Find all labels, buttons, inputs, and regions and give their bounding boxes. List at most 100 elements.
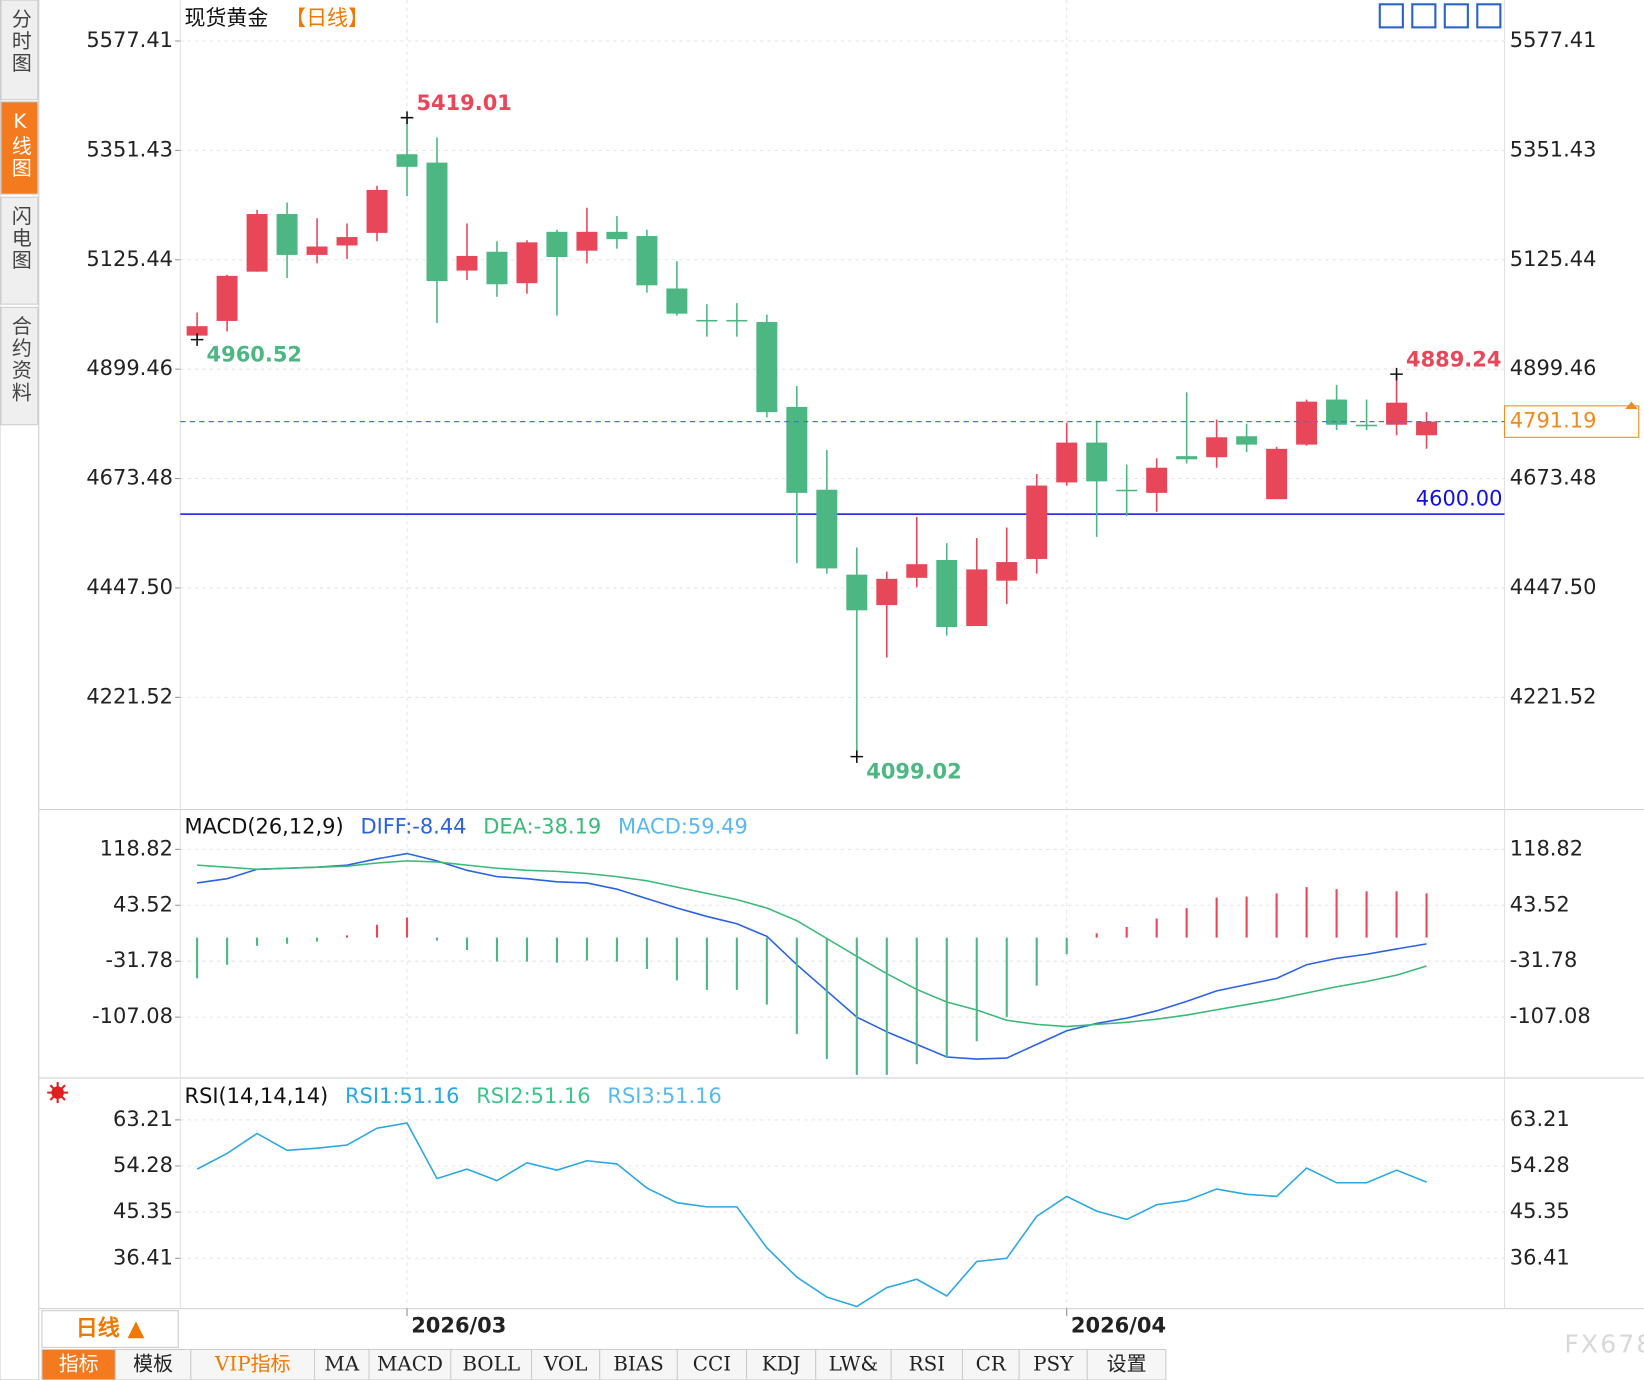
x-tick-label: 2026/03 (411, 1313, 506, 1337)
series-line (197, 852, 1427, 1060)
extreme-label: 4099.02 (866, 759, 961, 783)
icon[interactable] (1378, 3, 1404, 29)
sidebar-tab[interactable] (0, 306, 39, 426)
indicator-tab-label[interactable]: VIP指标 (214, 1353, 291, 1376)
y-tick-label-right: 4221.52 (1510, 684, 1597, 708)
period-box[interactable] (41, 1310, 179, 1348)
indicator-tab[interactable] (890, 1348, 964, 1380)
legend-entry: RSI3:51.16 (607, 1084, 721, 1108)
y-tick-label: 43.52 (113, 892, 173, 916)
y-tick-label: 36.41 (113, 1245, 173, 1269)
y-tick-label-right: 63.21 (1510, 1107, 1570, 1131)
indicator-tab[interactable] (676, 1348, 748, 1380)
candle-body (666, 288, 688, 314)
indicator-tab-label[interactable]: 指标 (59, 1353, 99, 1376)
candle-body (486, 251, 508, 285)
indicator-tab-label[interactable]: BOLL (462, 1353, 520, 1376)
series-line (196, 1122, 1427, 1308)
toolbar-icons (1378, 3, 1502, 29)
candle-body (816, 489, 838, 569)
indicator-tab[interactable] (1086, 1348, 1167, 1380)
y-tick-label: 4221.52 (86, 684, 173, 708)
panel-title: MACD(26,12,9) (185, 814, 344, 838)
indicator-tab[interactable] (190, 1348, 316, 1380)
indicator-tab-label[interactable]: LW& (829, 1353, 879, 1376)
indicator-tab-label[interactable]: CCI (693, 1353, 731, 1376)
indicator-tab-label[interactable]: 设置 (1107, 1353, 1147, 1376)
candle-body (1116, 489, 1138, 492)
candle-body (1416, 421, 1438, 436)
last-price-box (1504, 405, 1640, 438)
indicator-tab-label[interactable]: CR (976, 1353, 1007, 1376)
indicator-tab[interactable] (531, 1348, 601, 1380)
candle-body (606, 231, 628, 240)
candle-body (1266, 448, 1288, 500)
indicator-tab[interactable] (1018, 1348, 1088, 1380)
y-tick-label-right: 118.82 (1510, 836, 1583, 860)
y-tick-label-right: 5125.44 (1510, 247, 1597, 271)
candle-body (1326, 399, 1348, 425)
y-tick-label: 4447.50 (86, 575, 173, 599)
candle-body (456, 255, 478, 271)
sidebar-tab-label[interactable]: 分时图 (8, 8, 31, 75)
candle-body (186, 326, 208, 336)
indicator-tab[interactable] (961, 1348, 1020, 1380)
candle-body (906, 564, 928, 578)
extreme-marker (400, 111, 414, 124)
extreme-marker (1390, 367, 1403, 381)
series-line (197, 860, 1427, 1028)
extreme-label: 5419.01 (416, 91, 511, 115)
indicator-tab-label[interactable]: PSY (1033, 1353, 1074, 1376)
indicator-tab-label[interactable]: MACD (377, 1353, 443, 1376)
rsi-icon (47, 1082, 69, 1104)
candle-body (786, 406, 808, 493)
indicator-tab[interactable] (745, 1348, 817, 1380)
candle-body (396, 154, 418, 167)
period-label[interactable]: 日线 ▲ (76, 1316, 145, 1342)
candle-body (246, 214, 268, 272)
indicator-tab[interactable] (368, 1348, 452, 1380)
y-tick-label: 118.82 (100, 836, 173, 860)
candle-body (546, 231, 568, 257)
extreme-marker (850, 750, 864, 763)
sidebar-tab[interactable] (0, 0, 39, 101)
icon[interactable] (1476, 3, 1502, 29)
candle-body (1056, 442, 1078, 483)
candle-body (1386, 402, 1408, 425)
indicator-tab-label[interactable]: 模板 (133, 1353, 173, 1376)
y-tick-label: 4899.46 (86, 356, 173, 380)
extreme-label: 4889.24 (1406, 347, 1501, 371)
last-price-label: 4791.19 (1510, 409, 1597, 433)
y-tick-label-right: 4447.50 (1510, 575, 1597, 599)
indicator-tab-label[interactable]: KDJ (762, 1353, 801, 1376)
indicator-tab-label[interactable]: RSI (909, 1353, 945, 1376)
y-tick-label: 54.28 (113, 1153, 173, 1177)
y-tick-label: 5125.44 (86, 247, 173, 271)
icon[interactable] (1443, 3, 1469, 29)
y-tick-label-right: 43.52 (1510, 892, 1570, 916)
candle-body (966, 569, 988, 627)
legend-entry: RSI2:51.16 (476, 1084, 590, 1108)
sidebar-tab-label[interactable]: 闪电图 (8, 205, 31, 272)
y-tick-label-right: 5577.41 (1510, 28, 1597, 52)
legend-entry: RSI1:51.16 (345, 1084, 459, 1108)
indicator-tab-label[interactable]: VOL (543, 1353, 588, 1376)
indicator-tab-label[interactable]: BIAS (613, 1353, 664, 1376)
candle-body (366, 189, 388, 233)
y-tick-label-right: 36.41 (1510, 1245, 1570, 1269)
candle-body (1206, 437, 1228, 458)
y-tick-label-right: 5351.43 (1510, 137, 1597, 161)
sidebar-tab-label[interactable]: K线图 (8, 110, 31, 179)
candle-body (1146, 467, 1168, 493)
sidebar-tab[interactable] (0, 101, 39, 195)
candle-body (426, 162, 448, 282)
icon[interactable] (1411, 3, 1437, 29)
sidebar-tab[interactable] (0, 196, 39, 305)
indicator-tab-label[interactable]: MA (324, 1353, 359, 1376)
sidebar-tab-label[interactable]: 合约资料 (8, 315, 31, 404)
legend-entry: MACD:59.49 (618, 814, 748, 838)
y-tick-label: 5351.43 (86, 137, 173, 161)
candle-body (726, 319, 748, 322)
